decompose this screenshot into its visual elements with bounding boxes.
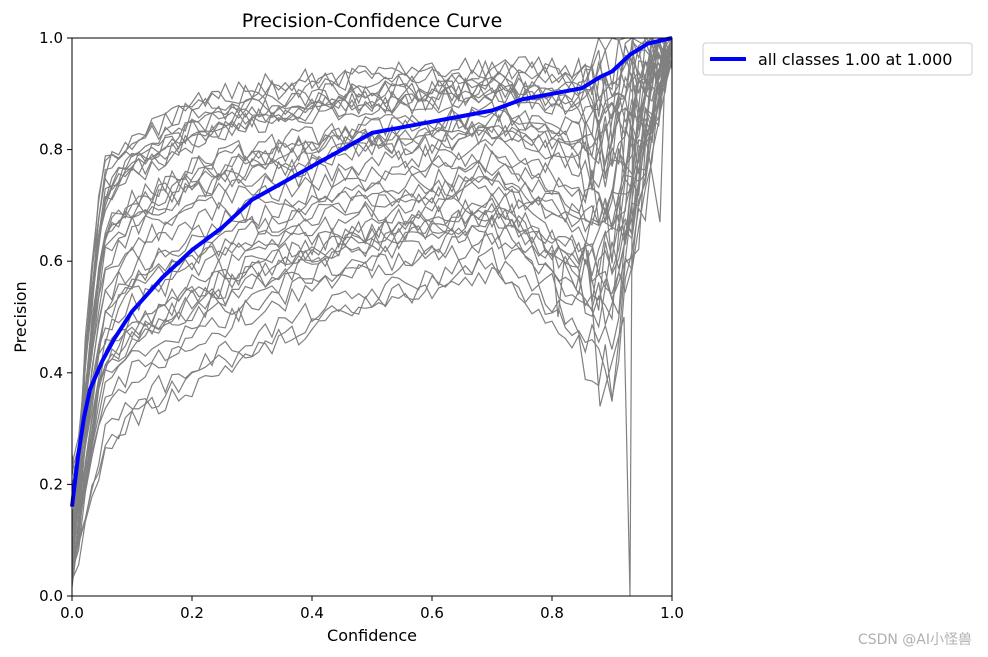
class-curve [72, 38, 672, 490]
class-curve [72, 38, 672, 553]
y-tick-label: 0.2 [39, 475, 63, 493]
watermark: CSDN @AI小怪兽 [857, 632, 972, 648]
class-curve [72, 38, 672, 585]
class-curve [72, 38, 672, 502]
class-curve [72, 38, 672, 588]
chart-title: Precision-Confidence Curve [242, 10, 503, 32]
class-curve [587, 38, 634, 596]
class-curve [72, 38, 672, 496]
class-curve [72, 38, 672, 576]
plot-frame [71, 37, 673, 597]
class-curve [551, 205, 595, 318]
y-tick-label: 0.8 [39, 141, 63, 159]
class-curve [72, 38, 672, 580]
y-tick-label: 0.6 [39, 252, 63, 270]
plot-area [70, 36, 673, 596]
x-tick-label: 0.6 [420, 604, 444, 622]
class-curve [72, 38, 672, 506]
x-axis-label: Confidence [327, 626, 417, 645]
legend-box [702, 42, 973, 76]
class-curve [72, 38, 672, 531]
x-tick-label: 0.0 [60, 604, 84, 622]
class-curve [72, 38, 672, 569]
class-curve [72, 38, 672, 530]
y-tick-label: 0.4 [39, 364, 63, 382]
class-curve [641, 38, 667, 223]
y-tick-label: 0.0 [39, 587, 63, 605]
legend: all classes 1.00 at 1.000 [702, 42, 973, 76]
class-curve [72, 38, 672, 512]
class-curve [72, 38, 672, 502]
all-classes-curve [70, 36, 673, 507]
class-curve [72, 38, 672, 569]
class-curve [72, 38, 672, 536]
y-tick-label: 1.0 [39, 29, 63, 47]
x-tick-label: 0.4 [300, 604, 324, 622]
class-curve [72, 38, 672, 524]
class-curve [72, 38, 672, 521]
axes: 0.0 0.2 0.4 0.6 0.8 1.0 0.0 0.2 0.4 0.6 0.8 1.0 [39, 29, 684, 622]
class-curve [72, 38, 672, 574]
class-curve [72, 38, 672, 492]
class-curve [72, 38, 672, 529]
y-axis-label: Precision [11, 281, 30, 352]
legend-label: all classes 1.00 at 1.000 [758, 50, 952, 69]
x-tick-label: 1.0 [660, 604, 684, 622]
class-curve [72, 38, 672, 493]
class-curve [72, 38, 672, 581]
class-curve [72, 38, 672, 572]
class-curve [72, 38, 672, 508]
x-tick-label: 0.8 [540, 604, 564, 622]
class-curve [72, 38, 672, 572]
class-curve [72, 38, 672, 507]
x-tick-label: 0.2 [180, 604, 204, 622]
class-curve [72, 38, 672, 576]
